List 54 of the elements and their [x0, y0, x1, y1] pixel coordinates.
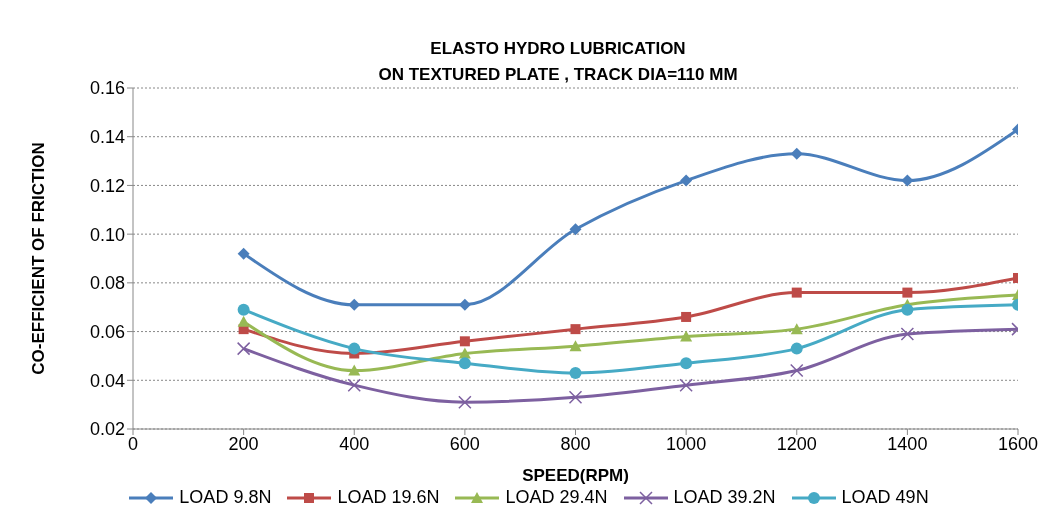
y-axis-title: CO-EFFICIENT OF FRICTION	[29, 142, 49, 375]
y-tick-label: 0.06	[89, 321, 125, 342]
point	[348, 342, 361, 355]
point	[237, 315, 250, 327]
x-tick-label: 200	[228, 433, 259, 454]
point	[237, 247, 250, 260]
x-tick-label: 1400	[887, 433, 928, 454]
x-tick-label: 1600	[997, 433, 1039, 454]
point	[569, 366, 582, 379]
x-tick-label: 800	[560, 433, 591, 454]
y-tick-label: 0.08	[89, 273, 125, 294]
point	[902, 287, 913, 298]
point	[458, 357, 471, 370]
point	[569, 340, 582, 352]
legend-label: LOAD 39.2N	[672, 487, 776, 508]
y-tick-label: 0.10	[89, 224, 125, 245]
point	[790, 342, 803, 355]
point	[459, 336, 470, 347]
point	[237, 303, 250, 316]
chart-title: ELASTO HYDRO LUBRICATION ON TEXTURED PLATE , TRACK DIA=110 MM	[377, 38, 739, 84]
y-tick-label: 0.16	[89, 78, 125, 99]
point	[236, 341, 251, 356]
x-tick-label: 400	[339, 433, 370, 454]
point	[568, 390, 583, 405]
point	[791, 287, 802, 298]
legend-label: LOAD 19.6N	[336, 487, 440, 508]
legend-label: LOAD 29.4N	[504, 487, 608, 508]
legend-label: LOAD 49N	[840, 487, 929, 508]
point	[680, 357, 693, 370]
x-tick-label: 0	[127, 433, 139, 454]
point	[790, 323, 803, 335]
point	[569, 223, 582, 236]
y-tick-label: 0.14	[89, 127, 125, 148]
x-tick-label: 1200	[776, 433, 817, 454]
point	[900, 327, 915, 341]
y-tick-label: 0.02	[89, 419, 125, 440]
point	[347, 378, 361, 392]
point	[680, 330, 693, 342]
y-tick-label: 0.12	[89, 175, 125, 196]
point	[790, 363, 804, 378]
point	[680, 174, 693, 187]
point	[348, 298, 361, 311]
point	[570, 324, 581, 335]
point	[901, 303, 914, 316]
y-tick-label: 0.04	[89, 370, 125, 391]
point	[679, 378, 693, 392]
point	[348, 364, 361, 376]
point	[458, 395, 472, 409]
point	[790, 147, 803, 160]
point	[681, 311, 692, 322]
legend-label: LOAD 9.8N	[178, 487, 272, 508]
x-axis-title: SPEED(RPM)	[522, 466, 629, 485]
x-tick-label: 600	[449, 433, 480, 454]
x-tick-label: 1000	[666, 433, 707, 454]
